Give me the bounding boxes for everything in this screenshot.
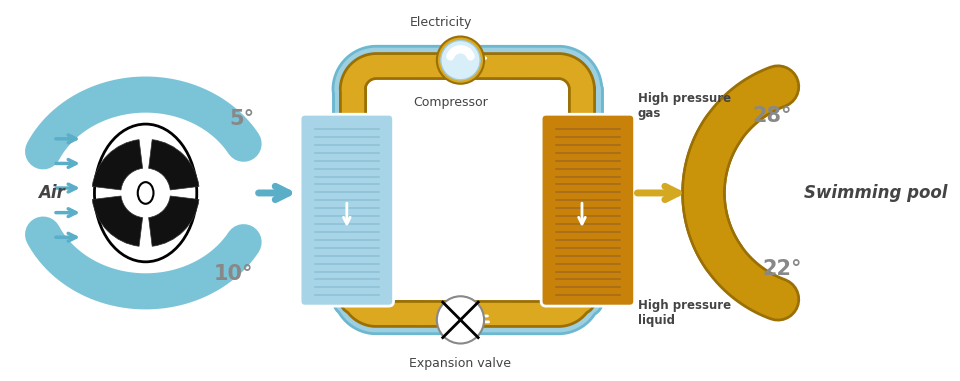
Text: Swimming pool: Swimming pool <box>804 184 948 202</box>
Text: Air: Air <box>37 184 64 202</box>
Wedge shape <box>149 196 199 246</box>
Wedge shape <box>149 140 199 190</box>
Text: High pressure
gas: High pressure gas <box>637 92 731 120</box>
Text: Compressor: Compressor <box>413 96 488 109</box>
Text: 22°: 22° <box>762 259 802 279</box>
Text: Expansion valve: Expansion valve <box>410 357 512 370</box>
Text: 28°: 28° <box>753 106 792 126</box>
Circle shape <box>441 40 480 80</box>
Text: Electricity: Electricity <box>410 16 472 29</box>
Wedge shape <box>92 140 143 190</box>
Wedge shape <box>92 196 143 246</box>
Circle shape <box>437 37 484 84</box>
Ellipse shape <box>137 182 154 204</box>
Text: 10°: 10° <box>213 264 252 283</box>
Text: 5°: 5° <box>229 109 254 129</box>
FancyBboxPatch shape <box>300 114 394 306</box>
Circle shape <box>437 296 484 344</box>
Text: High pressure
liquid: High pressure liquid <box>637 299 731 327</box>
FancyBboxPatch shape <box>541 114 635 306</box>
